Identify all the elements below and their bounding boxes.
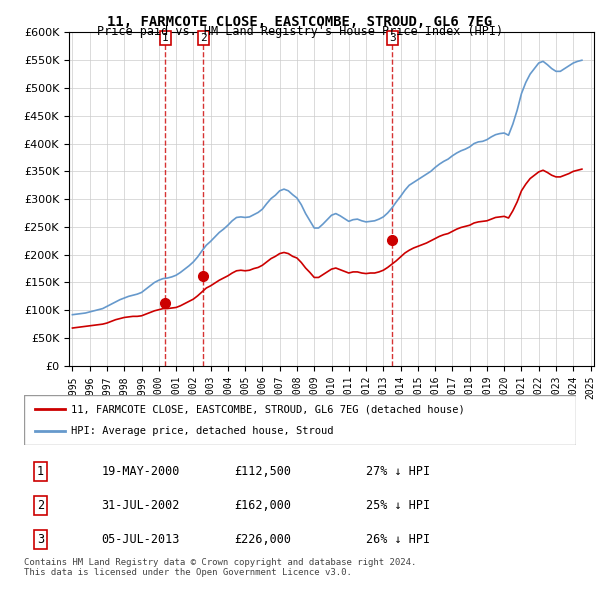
Text: £162,000: £162,000 <box>234 499 291 512</box>
Text: £112,500: £112,500 <box>234 464 291 478</box>
Text: 11, FARMCOTE CLOSE, EASTCOMBE, STROUD, GL6 7EG (detached house): 11, FARMCOTE CLOSE, EASTCOMBE, STROUD, G… <box>71 404 464 414</box>
Text: 25% ↓ HPI: 25% ↓ HPI <box>366 499 430 512</box>
Text: Contains HM Land Registry data © Crown copyright and database right 2024.: Contains HM Land Registry data © Crown c… <box>24 558 416 566</box>
Text: 2: 2 <box>37 499 44 512</box>
FancyBboxPatch shape <box>24 395 576 445</box>
Text: £226,000: £226,000 <box>234 533 291 546</box>
Text: 26% ↓ HPI: 26% ↓ HPI <box>366 533 430 546</box>
Text: 27% ↓ HPI: 27% ↓ HPI <box>366 464 430 478</box>
Text: 1: 1 <box>37 464 44 478</box>
Text: This data is licensed under the Open Government Licence v3.0.: This data is licensed under the Open Gov… <box>24 568 352 576</box>
Text: 3: 3 <box>37 533 44 546</box>
Text: 31-JUL-2002: 31-JUL-2002 <box>101 499 179 512</box>
Text: 05-JUL-2013: 05-JUL-2013 <box>101 533 179 546</box>
Text: 1: 1 <box>162 33 169 43</box>
Text: Price paid vs. HM Land Registry's House Price Index (HPI): Price paid vs. HM Land Registry's House … <box>97 25 503 38</box>
Text: HPI: Average price, detached house, Stroud: HPI: Average price, detached house, Stro… <box>71 427 334 437</box>
Text: 11, FARMCOTE CLOSE, EASTCOMBE, STROUD, GL6 7EG: 11, FARMCOTE CLOSE, EASTCOMBE, STROUD, G… <box>107 15 493 29</box>
Text: 3: 3 <box>389 33 395 43</box>
Text: 19-MAY-2000: 19-MAY-2000 <box>101 464 179 478</box>
Text: 2: 2 <box>200 33 207 43</box>
